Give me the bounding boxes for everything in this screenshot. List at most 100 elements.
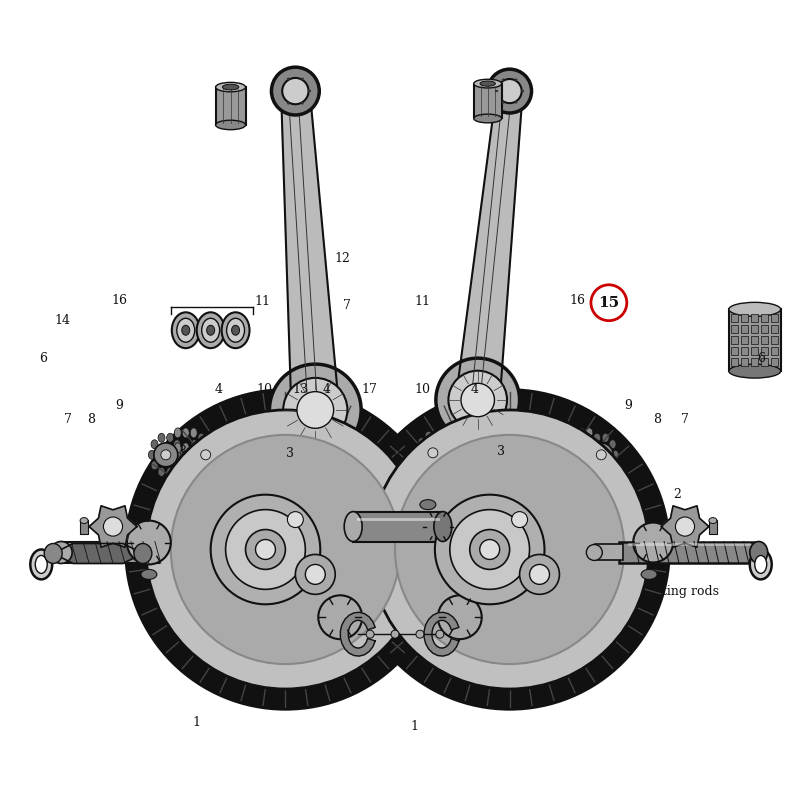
Ellipse shape: [158, 467, 165, 476]
Ellipse shape: [172, 312, 200, 348]
Ellipse shape: [586, 461, 594, 470]
Text: 2: 2: [673, 487, 681, 501]
Ellipse shape: [320, 426, 326, 436]
Ellipse shape: [174, 443, 182, 453]
Circle shape: [270, 364, 361, 456]
Ellipse shape: [609, 461, 616, 470]
Ellipse shape: [343, 459, 350, 468]
Ellipse shape: [182, 473, 190, 482]
Ellipse shape: [586, 458, 593, 468]
Circle shape: [146, 410, 425, 689]
Bar: [731, 326, 738, 334]
Text: 8: 8: [654, 413, 662, 426]
Text: 16: 16: [569, 294, 585, 307]
Text: 18: 18: [135, 512, 151, 526]
Ellipse shape: [214, 461, 221, 470]
Text: 9: 9: [624, 399, 632, 412]
Circle shape: [468, 448, 478, 458]
Text: 8: 8: [87, 413, 95, 426]
Ellipse shape: [474, 79, 502, 88]
Ellipse shape: [206, 434, 214, 442]
Ellipse shape: [336, 431, 343, 440]
Bar: [80, 519, 88, 534]
Ellipse shape: [312, 470, 318, 481]
Ellipse shape: [434, 512, 452, 542]
Ellipse shape: [287, 466, 294, 474]
Circle shape: [395, 435, 624, 664]
Text: 3: 3: [286, 447, 294, 460]
Ellipse shape: [458, 456, 464, 466]
Ellipse shape: [320, 456, 326, 466]
Text: 14: 14: [54, 314, 70, 326]
Ellipse shape: [206, 467, 214, 476]
Bar: [742, 347, 748, 355]
Ellipse shape: [570, 473, 577, 482]
Ellipse shape: [321, 438, 327, 446]
Circle shape: [557, 450, 566, 460]
Ellipse shape: [584, 450, 591, 459]
Ellipse shape: [151, 440, 158, 449]
Ellipse shape: [578, 443, 585, 453]
Ellipse shape: [458, 441, 464, 451]
Ellipse shape: [434, 431, 441, 440]
Bar: [771, 336, 778, 344]
Ellipse shape: [570, 428, 577, 438]
Ellipse shape: [306, 494, 371, 566]
Ellipse shape: [197, 312, 225, 348]
Circle shape: [519, 554, 559, 594]
Text: 11: 11: [255, 294, 271, 308]
Ellipse shape: [441, 459, 448, 468]
Ellipse shape: [586, 443, 593, 453]
Ellipse shape: [570, 461, 576, 470]
Ellipse shape: [177, 318, 194, 342]
Text: 10: 10: [414, 383, 430, 396]
Text: 15: 15: [598, 296, 619, 310]
Ellipse shape: [465, 466, 472, 474]
Bar: [731, 314, 738, 322]
Ellipse shape: [190, 458, 198, 468]
Ellipse shape: [602, 467, 609, 476]
Ellipse shape: [312, 456, 318, 466]
Polygon shape: [281, 90, 339, 411]
Bar: [353, 512, 443, 542]
Bar: [742, 314, 748, 322]
Ellipse shape: [578, 458, 585, 468]
Bar: [751, 326, 758, 334]
Circle shape: [194, 443, 218, 466]
Bar: [731, 358, 738, 366]
Ellipse shape: [612, 450, 618, 459]
Ellipse shape: [304, 441, 311, 451]
Ellipse shape: [287, 431, 294, 440]
Ellipse shape: [188, 450, 195, 459]
Bar: [751, 314, 758, 322]
Bar: [729, 310, 781, 371]
Text: 9: 9: [115, 399, 123, 412]
Circle shape: [461, 441, 485, 465]
Polygon shape: [456, 90, 522, 402]
Polygon shape: [89, 506, 137, 547]
Ellipse shape: [206, 326, 214, 335]
Ellipse shape: [458, 438, 465, 446]
Ellipse shape: [602, 434, 609, 442]
Ellipse shape: [216, 450, 223, 459]
Bar: [771, 326, 778, 334]
Bar: [731, 336, 738, 344]
Circle shape: [103, 517, 122, 536]
Ellipse shape: [594, 467, 601, 476]
Circle shape: [512, 512, 527, 527]
Ellipse shape: [442, 470, 448, 481]
Bar: [762, 347, 768, 355]
Circle shape: [170, 435, 400, 664]
Bar: [731, 347, 738, 355]
Bar: [751, 347, 758, 355]
Circle shape: [290, 448, 300, 458]
Circle shape: [226, 510, 306, 590]
Ellipse shape: [425, 431, 432, 440]
Circle shape: [450, 510, 530, 590]
Ellipse shape: [303, 459, 310, 468]
Circle shape: [330, 448, 340, 458]
Ellipse shape: [158, 434, 165, 442]
Bar: [742, 336, 748, 344]
Ellipse shape: [442, 456, 448, 466]
Ellipse shape: [754, 555, 766, 574]
